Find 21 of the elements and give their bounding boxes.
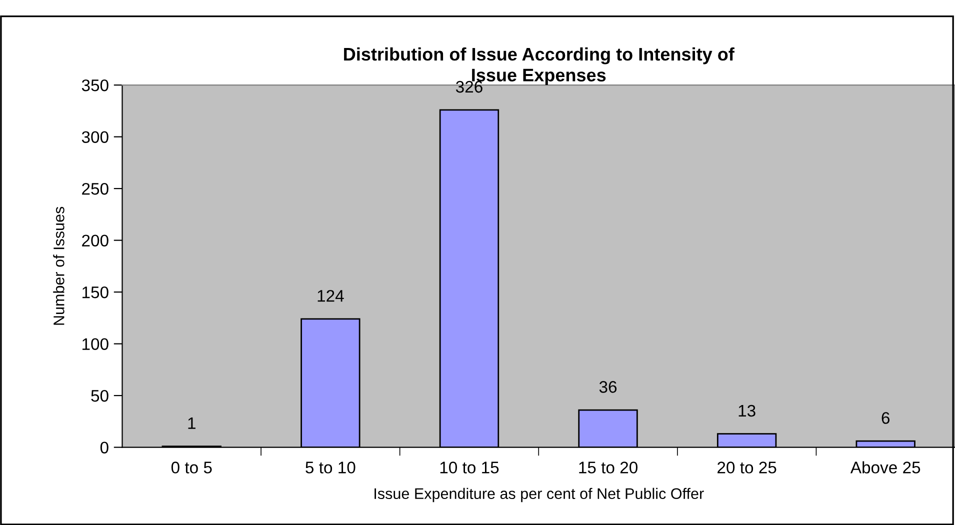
y-tick-label: 0 [100,442,108,454]
y-tick-label: 300 [82,131,108,144]
data-label: 36 [599,381,617,393]
y-tick-label: 50 [91,390,108,402]
data-label: 1 [188,417,196,429]
x-tick-label: Above 25 [850,461,920,474]
data-label: 124 [318,290,344,302]
x-tick-label: 5 to 10 [306,462,356,474]
y-tick-label: 350 [82,79,108,92]
y-tick-label: 100 [82,338,108,350]
y-axis-title: Number of Issues [53,206,64,325]
y-tick-label: 250 [82,182,108,195]
x-axis-title: Issue Expenditure as per cent of Net Public Offer [374,488,704,502]
y-tick-label: 200 [82,234,108,247]
x-tick-label: 20 to 25 [718,462,776,474]
y-tick-label: 150 [82,286,108,298]
data-label: 13 [738,404,756,417]
x-tick-label: 0 to 5 [171,462,212,474]
x-tick-label: 15 to 20 [579,462,638,474]
data-label: 6 [882,412,890,424]
x-tick-label: 10 to 15 [440,462,499,474]
